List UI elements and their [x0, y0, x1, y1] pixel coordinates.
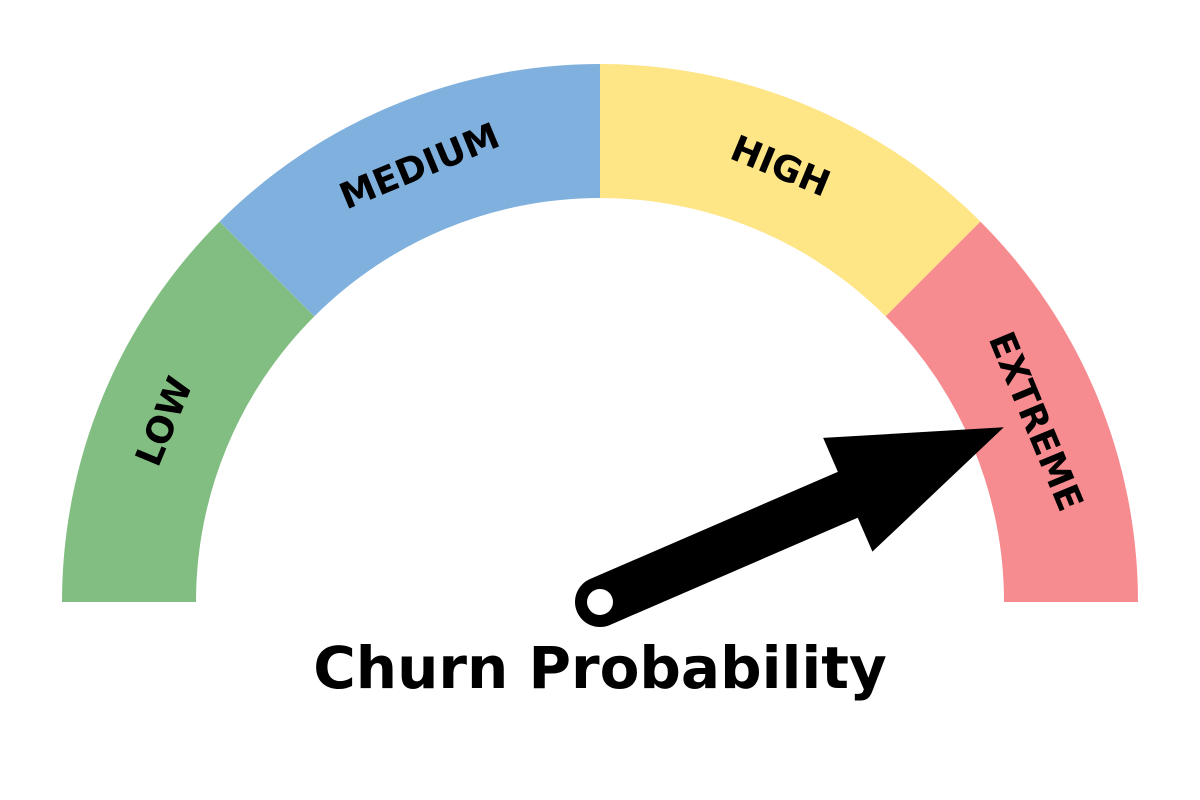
needle-shaft — [575, 467, 867, 627]
needle-arrowhead — [823, 427, 1004, 552]
gauge-title: Churn Probability — [313, 634, 887, 702]
segment-low — [62, 221, 315, 603]
segment-high — [600, 64, 981, 317]
gauge-needle — [575, 427, 1004, 627]
segment-extreme — [885, 221, 1138, 603]
gauge-segments — [62, 64, 1138, 603]
needle-pivot — [587, 589, 613, 615]
segment-medium — [219, 64, 601, 317]
